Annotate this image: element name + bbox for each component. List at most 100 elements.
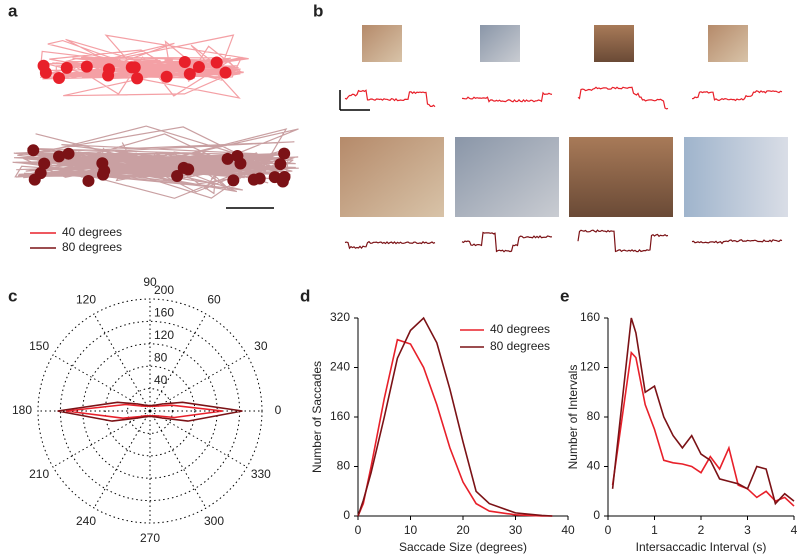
y-tick-label: 160: [580, 310, 600, 324]
fixation: [102, 63, 115, 76]
fixation: [37, 59, 50, 72]
theta-tick-label: 210: [29, 467, 49, 481]
fixation: [231, 149, 244, 162]
line: [357, 316, 553, 517]
legend-label: 80 degrees: [490, 339, 550, 353]
theta-tick-label: 330: [251, 467, 271, 481]
fixation: [278, 147, 291, 160]
line: [611, 317, 795, 506]
x-tick-label: 1: [651, 523, 658, 537]
fixation: [98, 164, 111, 177]
y-tick-label: 160: [330, 409, 350, 423]
panel-label: b: [313, 1, 323, 20]
eye-trace: [577, 229, 669, 253]
fixation: [34, 167, 47, 180]
r-tick-label: 40: [154, 373, 168, 387]
stimulus-image: [684, 137, 788, 217]
grid-spoke: [149, 313, 207, 412]
line: [357, 338, 553, 517]
x-tick-label: 10: [404, 523, 418, 537]
theta-tick-label: 270: [140, 531, 160, 545]
fixation: [131, 72, 144, 85]
grid-spoke: [149, 410, 248, 468]
stimulus-image: [455, 137, 559, 217]
x-tick-label: 40: [561, 523, 575, 537]
y-tick-label: 80: [337, 459, 351, 473]
panel-label: d: [300, 286, 310, 305]
y-tick-label: 320: [330, 310, 350, 324]
eye-trace: [344, 240, 436, 250]
y-tick-label: 80: [587, 409, 601, 423]
x-axis-label: Saccade Size (degrees): [399, 540, 527, 554]
theta-tick-label: 120: [76, 292, 96, 306]
eye-trace: [577, 86, 669, 110]
y-tick-label: 40: [587, 459, 601, 473]
fixation: [62, 147, 75, 160]
thumbnail: [480, 25, 520, 62]
theta-tick-label: 150: [29, 339, 49, 353]
scanpaths: [12, 34, 299, 199]
fixation: [219, 66, 232, 79]
x-tick-label: 2: [698, 523, 705, 537]
fixation: [80, 60, 93, 73]
y-tick-label: 120: [580, 360, 600, 374]
x-tick-label: 4: [791, 523, 798, 537]
y-axis-label: Number of Saccades: [310, 361, 324, 473]
fixation: [128, 61, 141, 74]
y-tick-label: 0: [343, 508, 350, 522]
fixation: [60, 61, 73, 74]
thumbnail: [708, 25, 748, 62]
fixation: [178, 56, 191, 69]
grid-spoke: [93, 313, 151, 412]
eye-trace: [691, 239, 783, 245]
thumbnail: [362, 25, 402, 62]
fixation: [247, 173, 260, 186]
fixation: [38, 157, 51, 170]
eye-trace: [461, 231, 553, 253]
legend-label: 40 degrees: [490, 322, 550, 336]
fixation: [192, 60, 205, 73]
x-tick-label: 3: [744, 523, 751, 537]
panel-label: c: [8, 286, 17, 305]
fixation: [276, 175, 289, 188]
theta-tick-label: 0: [275, 403, 282, 417]
legend-label: 80 degrees: [62, 240, 122, 254]
r-tick-label: 200: [154, 283, 174, 297]
thumbnail: [594, 25, 634, 62]
r-tick-label: 120: [154, 328, 174, 342]
fixation: [182, 163, 195, 176]
stimulus-image: [340, 137, 444, 217]
x-tick-label: 0: [605, 523, 612, 537]
y-tick-label: 240: [330, 360, 350, 374]
fixation: [171, 169, 184, 182]
theta-tick-label: 30: [254, 339, 268, 353]
polar-line: [57, 401, 243, 422]
fixation: [160, 70, 173, 83]
stimulus-panel: [226, 25, 788, 217]
grid-spoke: [149, 410, 207, 509]
panel-label: a: [8, 1, 18, 20]
fixation: [221, 152, 234, 165]
fixation: [210, 56, 223, 69]
fixation: [82, 174, 95, 187]
theta-tick-label: 240: [76, 514, 96, 528]
theta-tick-label: 60: [207, 292, 221, 306]
eye-trace: [461, 91, 553, 103]
polar-line: [65, 403, 223, 420]
fixation: [183, 67, 196, 80]
y-tick-label: 0: [593, 508, 600, 522]
r-tick-label: 160: [154, 306, 174, 320]
fixation: [53, 150, 66, 163]
grid-spoke: [93, 410, 151, 509]
panel-label: e: [560, 286, 569, 305]
fixation: [274, 158, 287, 171]
fixation: [53, 71, 66, 84]
line: [611, 350, 795, 507]
grid-circle: [127, 388, 173, 434]
x-tick-label: 30: [509, 523, 523, 537]
grid-spoke: [52, 410, 151, 468]
scanpath-trace: [12, 125, 299, 199]
grid-circle: [37, 298, 263, 524]
theta-tick-label: 180: [12, 403, 32, 417]
eye-trace: [344, 89, 436, 108]
